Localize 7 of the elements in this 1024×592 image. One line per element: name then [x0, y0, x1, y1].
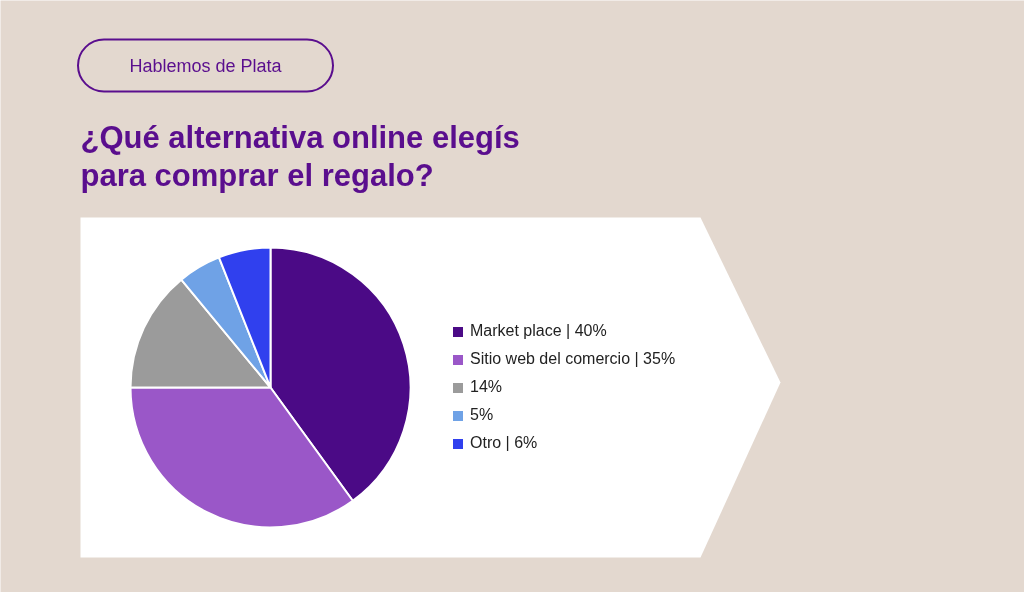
legend-label: 14%	[470, 378, 503, 396]
legend-label: Market place | 40%	[470, 322, 607, 340]
chart-title: ¿Qué alternativa online elegís para comprar el regalo?	[80, 120, 520, 193]
legend-label: Otro | 6%	[470, 434, 538, 452]
legend-label: 5%	[470, 406, 494, 424]
chart-subtitle: Hablemos de Plata	[129, 55, 283, 76]
legend-label: Sitio web del comercio | 35%	[470, 350, 676, 368]
